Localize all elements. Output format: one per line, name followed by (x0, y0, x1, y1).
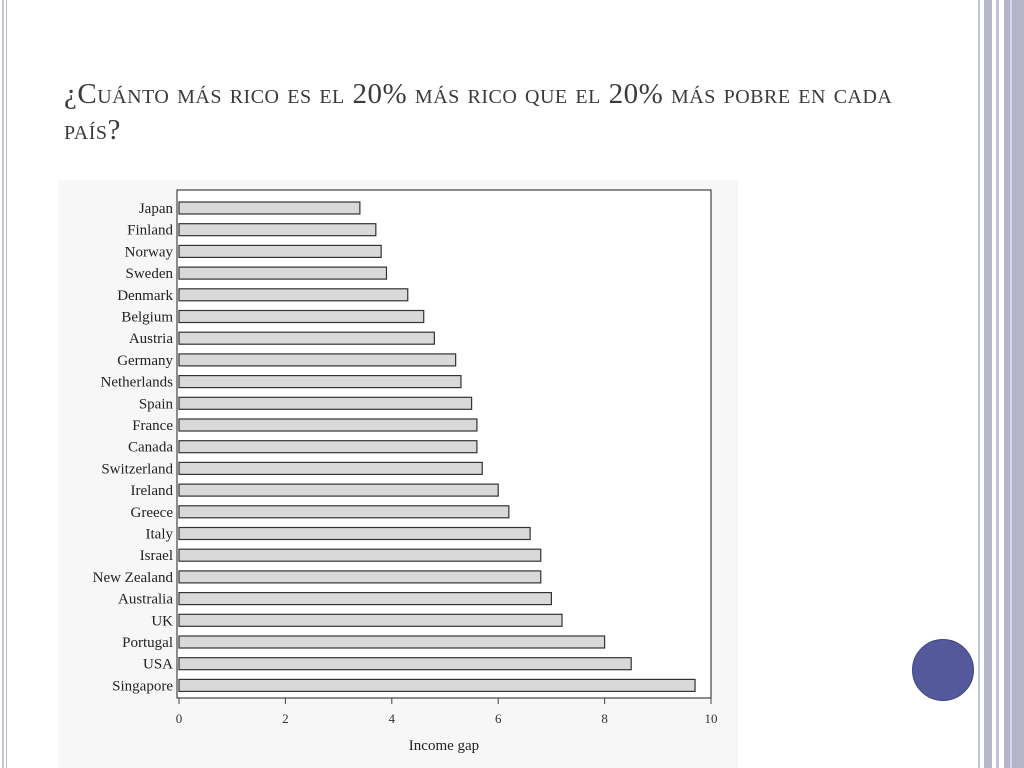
x-tick-label: 8 (601, 711, 608, 726)
right-frame-stripe (984, 0, 992, 768)
bar-finland (178, 223, 377, 237)
category-label-netherlands: Netherlands (101, 375, 174, 391)
bar-france (178, 418, 478, 432)
category-label-germany: Germany (117, 353, 173, 369)
slide-title: ¿Cuánto más rico es el 20% más rico que … (64, 78, 893, 146)
category-label-sweden: Sweden (126, 266, 174, 282)
left-frame-border (0, 0, 7, 768)
category-label-italy: Italy (146, 527, 174, 543)
category-label-ireland: Ireland (131, 483, 174, 499)
bar-portugal (178, 635, 606, 649)
category-label-greece: Greece (131, 505, 174, 521)
category-label-uk: UK (151, 613, 173, 629)
bar-sweden (178, 266, 388, 280)
category-label-spain: Spain (139, 396, 174, 412)
right-frame-stripe (1010, 0, 1012, 768)
x-tick-label: 2 (282, 711, 289, 726)
category-label-switzerland: Switzerland (101, 461, 173, 477)
chart-svg: Japan Finland Norway Sweden Denmark Belgium Au… (58, 180, 738, 768)
bar-belgium (178, 309, 425, 324)
right-frame-stripe (978, 0, 980, 768)
category-label-france: France (132, 418, 173, 434)
category-label-new-zealand: New Zealand (93, 570, 174, 586)
bar-uk (178, 613, 563, 627)
bar-israel (178, 548, 542, 562)
category-label-finland: Finland (127, 223, 173, 239)
bar-switzerland (178, 461, 483, 475)
category-label-australia: Australia (118, 592, 173, 608)
x-axis-label: Income gap (409, 738, 479, 754)
bar-japan (178, 201, 361, 215)
bar-greece (178, 505, 510, 519)
x-tick-label: 6 (495, 711, 502, 726)
category-label-japan: Japan (139, 201, 174, 217)
category-label-usa: USA (143, 657, 173, 673)
bar-spain (178, 396, 473, 410)
bar-denmark (178, 288, 409, 302)
category-label-norway: Norway (125, 244, 174, 260)
category-label-israel: Israel (140, 548, 173, 564)
bar-germany (178, 353, 457, 367)
x-tick-label: 4 (389, 711, 396, 726)
x-tick-label: 0 (176, 711, 183, 726)
income-gap-chart: Japan Finland Norway Sweden Denmark Belgium Au… (58, 180, 738, 768)
bar-ireland (178, 483, 499, 497)
bar-netherlands (178, 375, 462, 389)
category-label-belgium: Belgium (121, 310, 173, 326)
bar-new-zealand (178, 570, 542, 584)
category-label-austria: Austria (129, 331, 174, 347)
bar-norway (178, 244, 382, 259)
category-label-denmark: Denmark (117, 288, 173, 304)
category-label-canada: Canada (128, 440, 173, 456)
x-tick-label: 10 (705, 711, 718, 726)
bar-australia (178, 592, 552, 606)
bar-usa (178, 657, 632, 671)
right-frame-stripe (996, 0, 999, 768)
accent-circle (912, 639, 974, 701)
bar-singapore (178, 678, 696, 692)
category-label-singapore: Singapore (112, 678, 173, 694)
bar-italy (178, 526, 531, 541)
bar-austria (178, 331, 435, 345)
right-frame-stripe (1004, 0, 1024, 768)
category-label-portugal: Portugal (122, 635, 173, 651)
bar-canada (178, 440, 478, 454)
